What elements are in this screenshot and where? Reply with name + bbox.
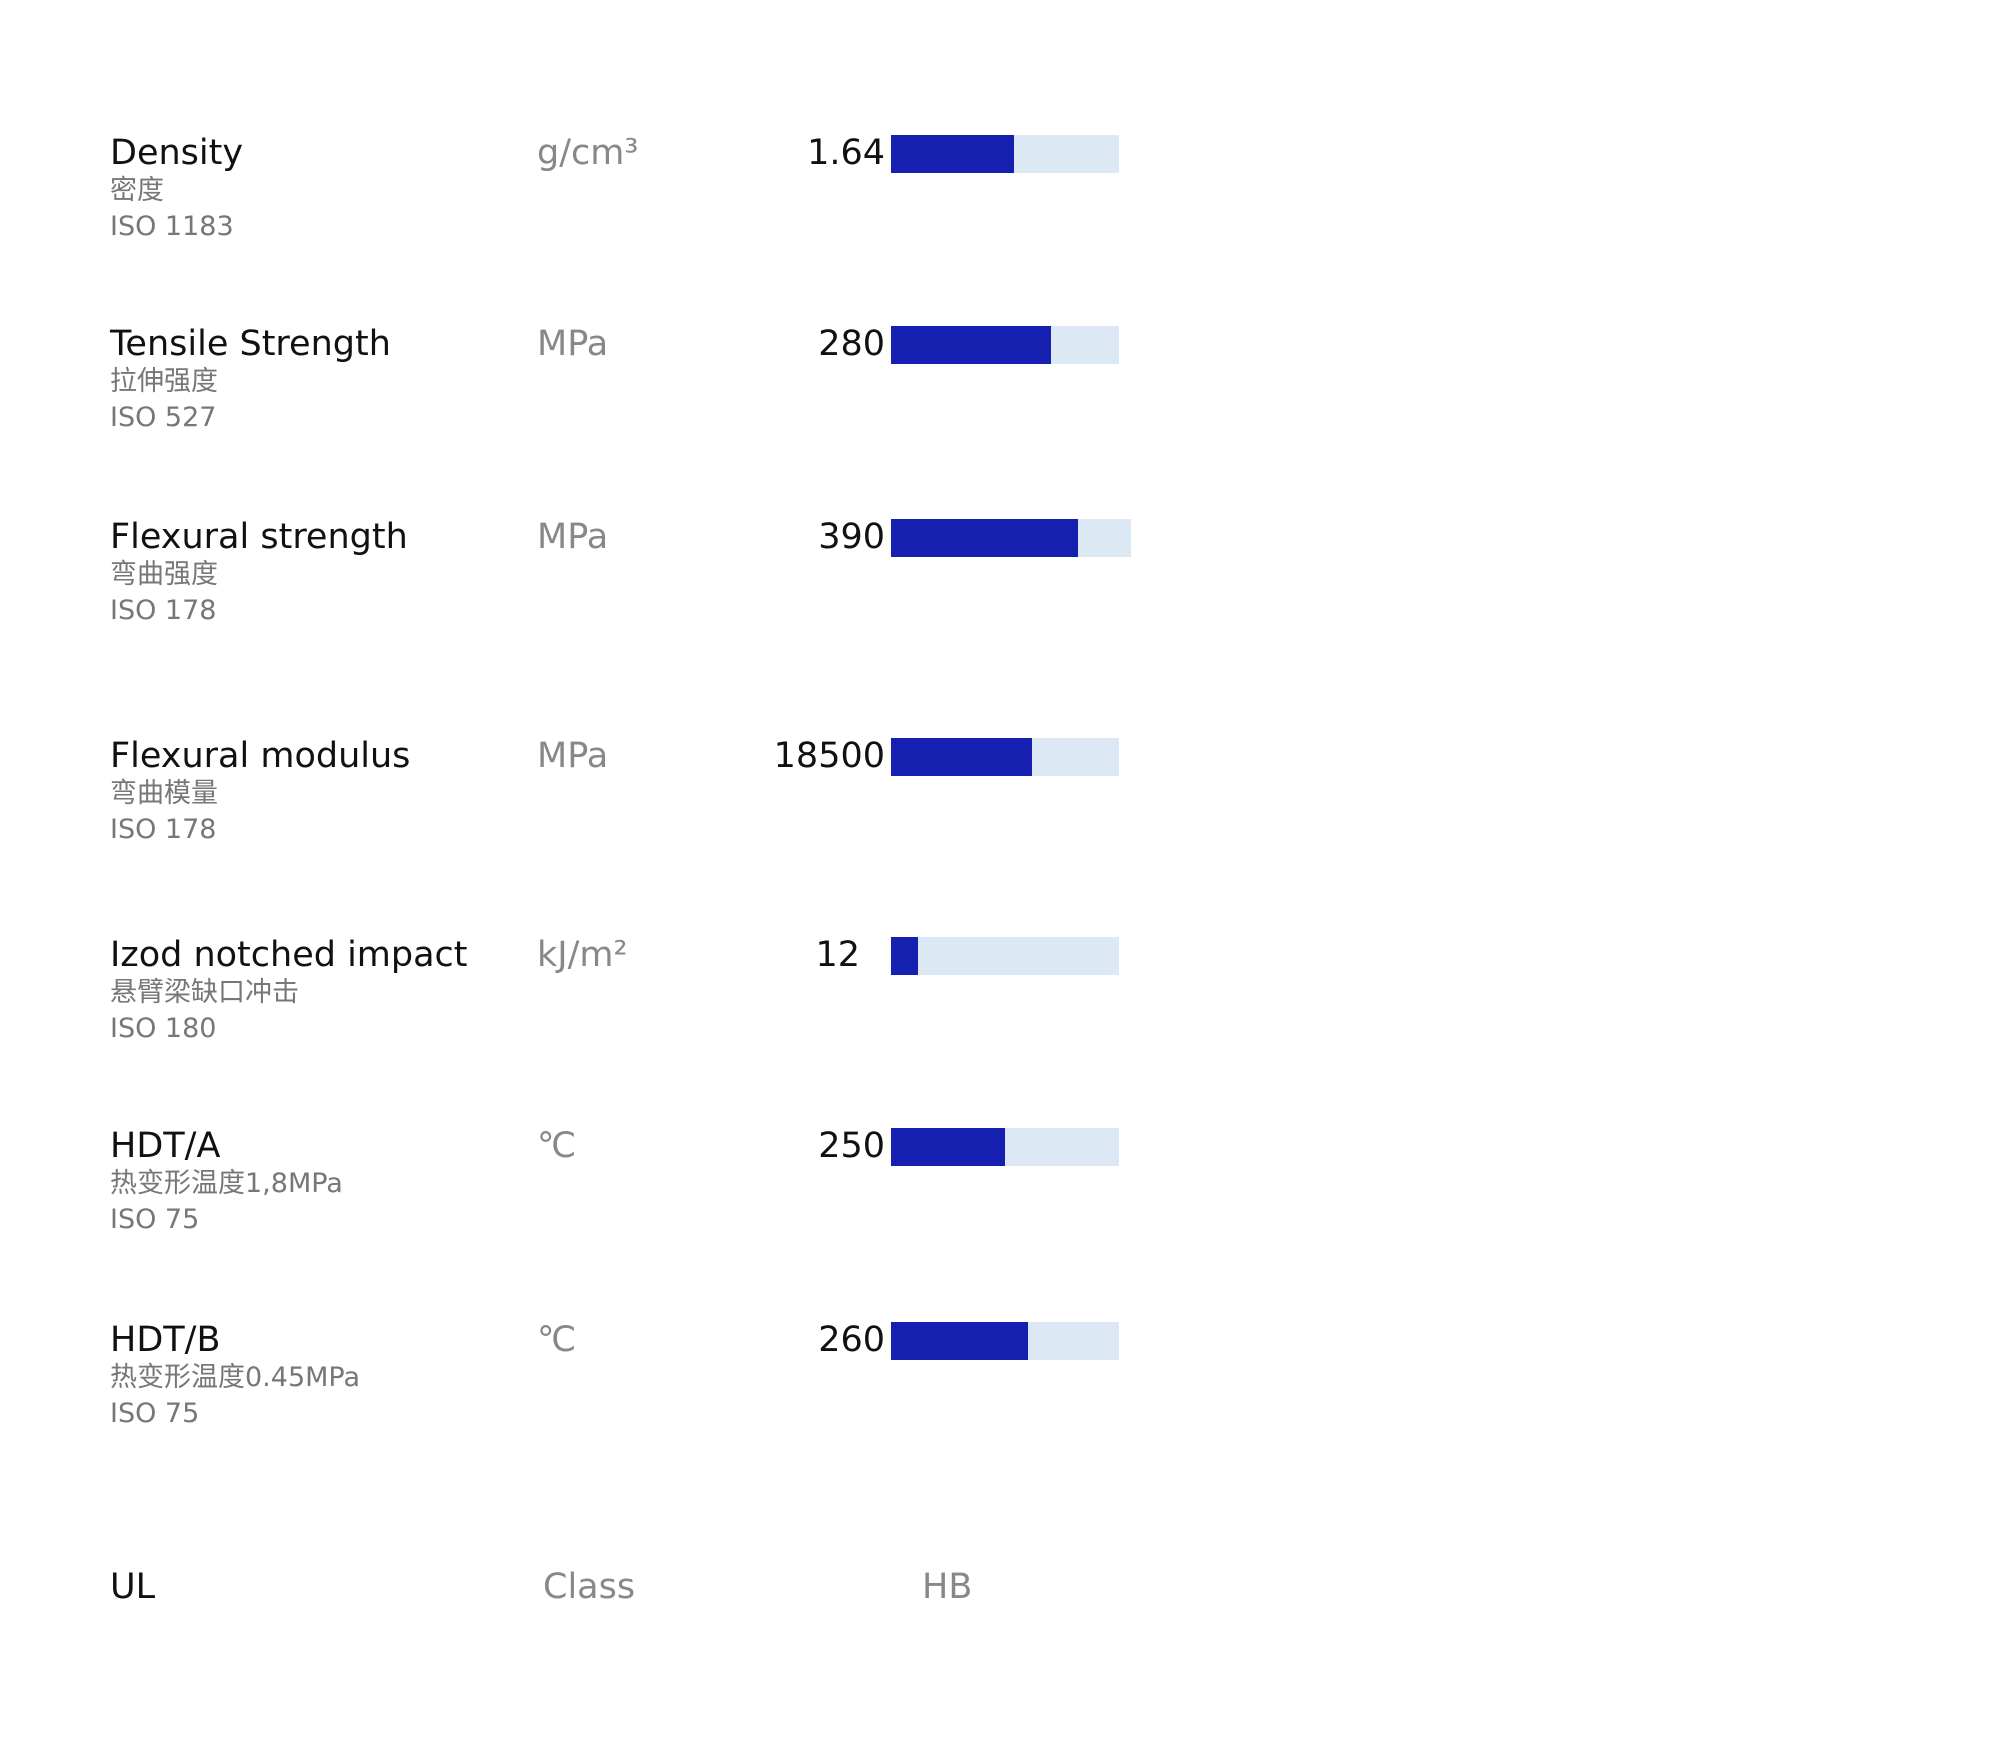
standard: ISO 527 [110,402,217,433]
property-row: Tensile Strength 拉伸强度 ISO 527 MPa 280 [0,324,2000,464]
property-name: Density [110,133,244,173]
standard: ISO 75 [110,1398,200,1429]
standard: ISO 178 [110,814,217,845]
property-name: Flexural modulus [110,736,411,776]
unit: MPa [537,736,609,776]
unit: MPa [537,517,609,557]
property-row: Density 密度 ISO 1183 g/cm³ 1.64 [0,133,2000,273]
bar-track [891,937,1119,975]
unit: kJ/m² [537,935,628,975]
property-name: Izod notched impact [110,935,468,975]
unit: g/cm³ [537,133,639,173]
unit: ℃ [537,1320,577,1360]
bar-track [891,1322,1119,1360]
bar-track [891,738,1119,776]
bar-fill [891,738,1033,776]
property-name-zh: 热变形温度1,8MPa [110,1168,343,1199]
bar-track [891,326,1119,364]
property-row: HDT/B 热变形温度0.45MPa ISO 75 ℃ 260 [0,1320,2000,1460]
standard: ISO 178 [110,595,217,626]
unit: ℃ [537,1126,577,1166]
bar-track [891,519,1131,557]
bar-track [891,135,1119,173]
bar-fill [891,135,1015,173]
property-name-zh: 弯曲模量 [110,778,218,809]
property-name-zh: 拉伸强度 [110,366,218,397]
property-name-zh: 热变形温度0.45MPa [110,1362,361,1393]
property-row: Flexural modulus 弯曲模量 ISO 178 MPa 18500 [0,736,2000,876]
bar-track [891,1128,1119,1166]
value: 1.64 [807,133,885,173]
value: 18500 [773,736,885,776]
property-row: Flexural strength 弯曲强度 ISO 178 MPa 390 [0,517,2000,657]
ul-label: UL [110,1567,156,1607]
unit: MPa [537,324,609,364]
ul-row: UL Class HB [0,1567,2000,1707]
property-name: HDT/A [110,1126,221,1166]
bar-fill [891,1128,1005,1166]
value: 12 [815,935,860,975]
property-name: HDT/B [110,1320,221,1360]
ul-unit: Class [543,1567,636,1607]
value: 390 [818,517,885,557]
standard: ISO 1183 [110,211,234,242]
ul-value: HB [922,1567,973,1607]
property-name-zh: 弯曲强度 [110,559,218,590]
bar-fill [891,937,919,975]
property-name: Flexural strength [110,517,408,557]
bar-fill [891,1322,1028,1360]
value: 250 [818,1126,885,1166]
property-name: Tensile Strength [110,324,391,364]
standard: ISO 75 [110,1204,200,1235]
value: 280 [818,324,885,364]
property-row: HDT/A 热变形温度1,8MPa ISO 75 ℃ 250 [0,1126,2000,1266]
property-name-zh: 悬臂梁缺口冲击 [110,977,299,1008]
bar-fill [891,326,1051,364]
standard: ISO 180 [110,1013,217,1044]
bar-fill [891,519,1079,557]
property-name-zh: 密度 [110,175,164,206]
property-row: Izod notched impact 悬臂梁缺口冲击 ISO 180 kJ/m… [0,935,2000,1075]
value: 260 [818,1320,885,1360]
